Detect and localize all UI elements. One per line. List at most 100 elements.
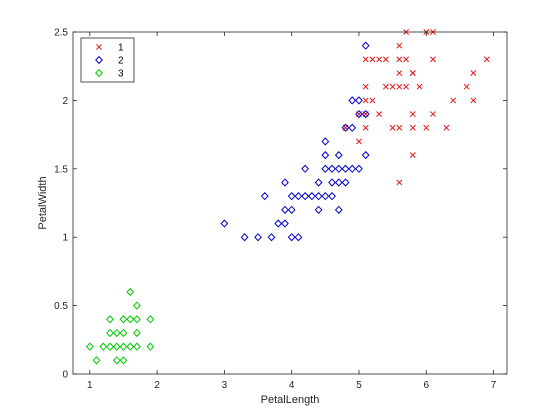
data-point	[267, 233, 276, 242]
data-point	[409, 124, 416, 131]
data-point	[443, 124, 450, 131]
data-point	[348, 164, 357, 173]
data-point	[146, 342, 155, 351]
data-point	[389, 124, 396, 131]
data-point	[287, 233, 296, 242]
data-point	[362, 56, 369, 63]
data-point	[334, 205, 343, 214]
data-point	[281, 178, 289, 187]
data-point	[463, 83, 470, 90]
data-point	[396, 124, 403, 131]
data-point	[260, 192, 269, 201]
axes: 1 2 3 4 5 6 7 0 0.5 1 1.5 2 2.5	[54, 28, 508, 391]
data-marks	[85, 29, 490, 365]
data-point	[146, 315, 155, 324]
data-point	[409, 152, 416, 159]
data-point	[369, 56, 376, 63]
data-point	[483, 56, 490, 63]
data-point	[294, 233, 303, 242]
data-point	[287, 192, 296, 201]
data-point	[416, 83, 423, 90]
data-point	[382, 83, 389, 90]
data-point	[119, 356, 128, 365]
data-point	[348, 123, 357, 132]
data-point	[348, 96, 357, 105]
data-point	[133, 315, 141, 324]
data-point	[396, 179, 403, 186]
x-tick-label: 4	[289, 380, 295, 391]
x-axis-label: PetalLength	[261, 394, 320, 406]
data-point	[341, 164, 350, 173]
data-point	[85, 342, 94, 351]
data-point	[396, 42, 403, 49]
data-point	[220, 219, 229, 228]
data-point	[389, 83, 396, 90]
data-point	[119, 342, 128, 351]
data-point	[314, 178, 323, 187]
data-point	[369, 97, 376, 104]
data-point	[423, 124, 430, 131]
data-point	[287, 205, 296, 214]
data-point	[281, 205, 289, 214]
data-point	[362, 97, 369, 104]
data-point	[356, 138, 362, 145]
data-point	[321, 150, 330, 160]
data-point	[119, 328, 128, 338]
data-point	[341, 178, 350, 187]
x-tick-label: 1	[87, 380, 93, 391]
y-axis-label: PetalWidth	[37, 176, 49, 229]
data-point	[430, 56, 436, 63]
data-point	[240, 233, 249, 242]
data-point	[409, 111, 416, 118]
data-point	[301, 164, 310, 173]
data-point	[126, 287, 135, 297]
legend-marker	[95, 55, 103, 65]
data-point	[409, 70, 416, 76]
data-point	[328, 164, 336, 173]
data-point	[361, 109, 370, 119]
legend: 1 2 3	[80, 37, 135, 83]
x-tick-label: 3	[222, 380, 228, 391]
data-point	[254, 233, 262, 242]
data-point	[334, 164, 343, 173]
data-point	[430, 111, 436, 118]
data-point	[396, 70, 403, 76]
data-point	[106, 342, 114, 351]
legend-item-1: 1	[96, 43, 124, 54]
legend-marker	[95, 68, 103, 78]
y-tick-label: 1.5	[54, 164, 68, 175]
legend-item-2: 2	[95, 55, 124, 67]
data-point	[376, 56, 383, 63]
x-tick-label: 6	[423, 380, 429, 391]
data-point	[470, 70, 477, 76]
series-3	[85, 287, 155, 365]
x-tick-label: 7	[491, 380, 497, 391]
data-point	[470, 97, 477, 104]
legend-item-3: 3	[95, 68, 124, 80]
legend-label: 3	[118, 69, 124, 80]
data-point	[133, 328, 141, 338]
y-tick-label: 0	[62, 370, 68, 381]
data-point	[106, 315, 114, 324]
data-point	[126, 342, 135, 351]
data-point	[334, 150, 343, 160]
data-point	[274, 219, 283, 228]
data-point	[294, 192, 303, 201]
plot-background	[73, 32, 507, 374]
data-point	[321, 192, 330, 201]
x-tick-label: 2	[154, 380, 160, 391]
data-point	[355, 164, 363, 173]
data-point	[321, 137, 330, 146]
data-point	[126, 315, 135, 324]
data-point	[334, 178, 343, 187]
data-point	[314, 205, 323, 214]
legend-label: 1	[118, 43, 124, 54]
data-point	[92, 356, 101, 365]
data-point	[403, 83, 410, 90]
data-point	[362, 124, 369, 131]
data-point	[112, 342, 121, 351]
plot-area	[73, 32, 507, 374]
y-tick-label: 1	[62, 233, 68, 244]
data-point	[355, 109, 363, 119]
